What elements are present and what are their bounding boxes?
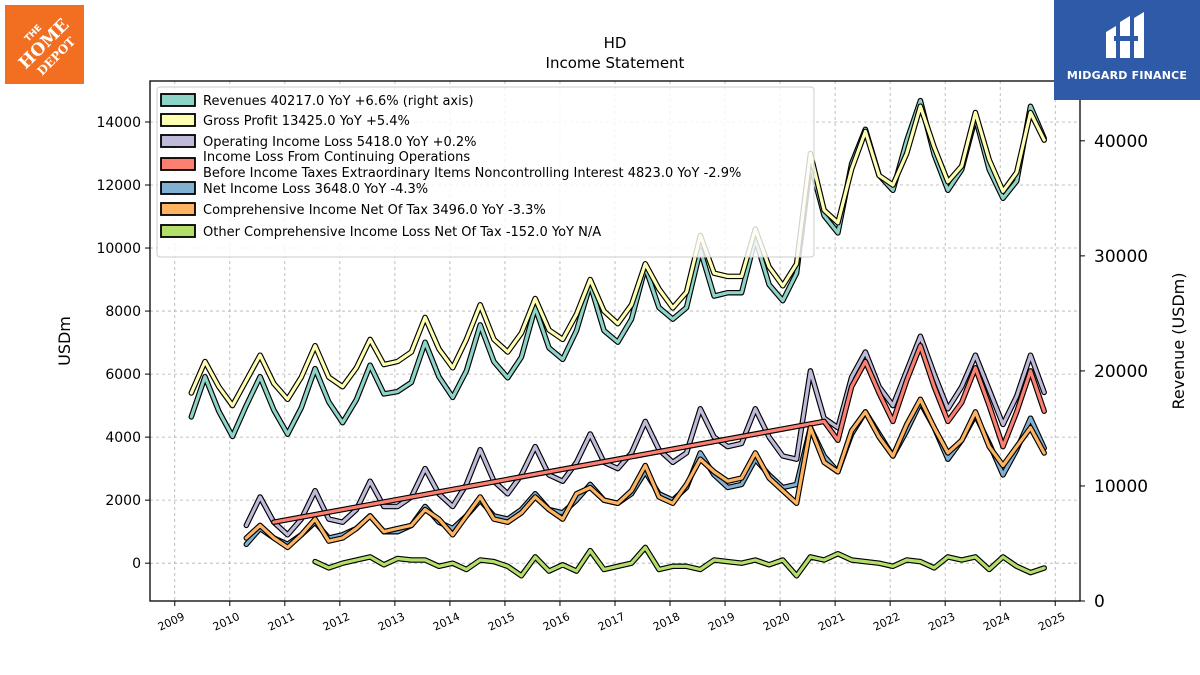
x-tick-label: 2020 — [761, 610, 792, 634]
y-tick-label-left: 2000 — [105, 493, 141, 509]
x-tick-label: 2025 — [1036, 610, 1067, 634]
y-tick-label-right: 20000 — [1094, 362, 1148, 382]
x-tick-label: 2021 — [816, 610, 847, 634]
x-tick-label: 2013 — [376, 610, 407, 634]
y-tick-label-left: 8000 — [105, 304, 141, 320]
series-line-6 — [313, 545, 1046, 578]
legend-label-4: Net Income Loss 3648.0 YoY -4.3% — [203, 182, 428, 197]
x-tick-label: 2009 — [156, 610, 187, 634]
legend-label-3: Income Loss From Continuing Operations Be… — [203, 150, 741, 181]
legend-label-5: Comprehensive Income Net Of Tax 3496.0 Y… — [203, 203, 546, 218]
midgard-finance-logo-mark — [1106, 12, 1144, 58]
midgard-finance-logo: MIDGARD FINANCE — [1054, 0, 1200, 100]
legend-box — [156, 86, 815, 258]
home-depot-logo-mark: THE HOME DEPOT — [5, 5, 84, 84]
x-tick-label: 2018 — [651, 610, 682, 634]
legend-swatch-1 — [160, 113, 196, 127]
series-line-3 — [272, 344, 1046, 524]
legend-swatch-4 — [160, 181, 196, 195]
x-tick-label: 2023 — [926, 610, 957, 634]
y-tick-label-left: 12000 — [96, 178, 141, 194]
legend-label-1: Gross Profit 13425.0 YoY +5.4% — [203, 114, 410, 129]
y-tick-label-right: 0 — [1094, 592, 1105, 612]
x-tick-label: 2010 — [211, 610, 242, 634]
y-tick-label-right: 40000 — [1094, 132, 1148, 152]
y-tick-label-right: 30000 — [1094, 247, 1148, 267]
y-tick-label-left: 6000 — [105, 367, 141, 383]
legend-label-6: Other Comprehensive Income Loss Net Of T… — [203, 225, 601, 240]
y-tick-label-left: 10000 — [96, 241, 141, 257]
legend-swatch-0 — [160, 93, 196, 107]
legend-label-0: Revenues 40217.0 YoY +6.6% (right axis) — [203, 94, 474, 109]
home-depot-logo: THE HOME DEPOT — [5, 5, 84, 84]
x-tick-label: 2014 — [431, 610, 462, 634]
x-tick-label: 2011 — [266, 610, 297, 634]
x-tick-label: 2016 — [541, 610, 572, 634]
x-tick-label: 2022 — [871, 610, 902, 634]
x-tick-label: 2017 — [596, 610, 627, 634]
x-tick-label: 2019 — [706, 610, 737, 634]
series-line-1 — [189, 104, 1046, 408]
legend-swatch-6 — [160, 224, 196, 238]
x-tick-label: 2024 — [981, 610, 1012, 634]
legend-label-2: Operating Income Loss 5418.0 YoY +0.2% — [203, 135, 477, 150]
legend: Revenues 40217.0 YoY +6.6% (right axis) G… — [156, 86, 815, 258]
series-line-5 — [244, 397, 1046, 550]
series-line-2 — [244, 334, 1046, 537]
y-tick-label-left: 0 — [132, 556, 141, 572]
x-tick-label: 2015 — [486, 610, 517, 634]
legend-swatch-5 — [160, 202, 196, 216]
chart-subtitle: Income Statement — [546, 54, 685, 72]
y-axis-right: 0 10000 20000 30000 40000 — [1080, 132, 1148, 612]
x-tick-label: 2012 — [321, 610, 352, 634]
y-tick-label-left: 14000 — [96, 115, 141, 131]
x-axis: 2009 2010 2011 2012 2013 2014 2015 2016 2017 2018… — [156, 601, 1067, 634]
y-tick-label-left: 4000 — [105, 430, 141, 446]
chart-title: HD — [604, 34, 627, 52]
legend-swatch-3 — [160, 157, 196, 171]
series-lines — [188, 97, 1047, 579]
midgard-finance-text: MIDGARD FINANCE — [1066, 69, 1188, 82]
legend-swatch-2 — [160, 134, 196, 148]
y-axis-left-label: USDm — [55, 316, 74, 366]
y-axis-right-label: Revenue (USDm) — [1169, 272, 1188, 409]
y-axis-left: 0 2000 4000 6000 8000 10000 12000 14000 — [96, 115, 150, 572]
y-tick-label-right: 10000 — [1094, 477, 1148, 497]
